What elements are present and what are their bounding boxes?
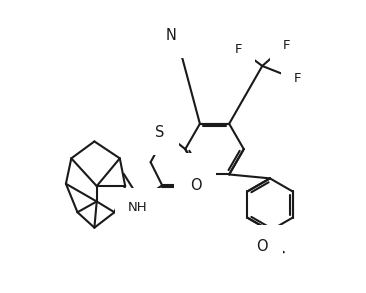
Text: F: F <box>283 40 291 52</box>
Text: N: N <box>166 28 177 43</box>
Text: N: N <box>189 168 200 183</box>
Text: O: O <box>257 239 268 254</box>
Text: F: F <box>294 72 302 85</box>
Text: NH: NH <box>128 201 147 214</box>
Text: S: S <box>155 125 165 140</box>
Text: F: F <box>235 43 242 56</box>
Text: O: O <box>190 178 202 193</box>
